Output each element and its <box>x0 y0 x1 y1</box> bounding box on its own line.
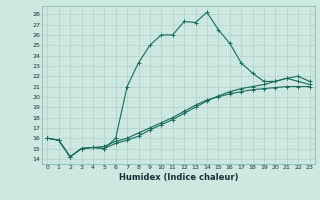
X-axis label: Humidex (Indice chaleur): Humidex (Indice chaleur) <box>119 173 238 182</box>
